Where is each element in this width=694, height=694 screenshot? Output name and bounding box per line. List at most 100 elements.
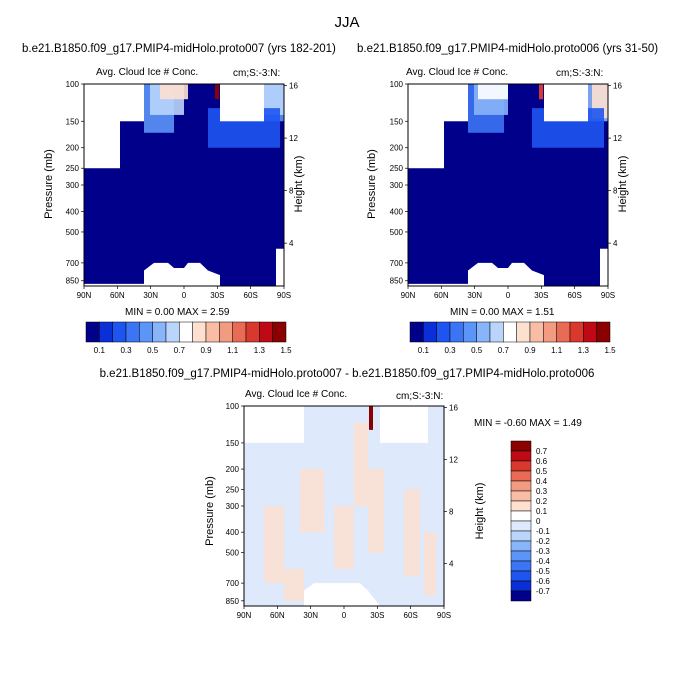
panel1-colorbar-label: 1.5 <box>280 346 292 355</box>
panel3-pos-patch <box>354 422 368 506</box>
panel3-colorbar-box <box>510 550 532 562</box>
panel3-ytick-label: 500 <box>226 548 240 557</box>
panel2-terrain-mask-s <box>600 248 608 286</box>
panel1-y2tick-label: 4 <box>289 239 294 248</box>
panel1-colorbar-label: 0.5 <box>147 346 159 355</box>
panel2-colorbar-label: 1.5 <box>604 346 616 355</box>
page-title: JJA <box>334 14 360 31</box>
panel2-colorbar-box <box>583 321 597 343</box>
panel2-colorbar-box <box>596 321 611 343</box>
panel3-colorbar-box <box>510 510 532 522</box>
panel2-colorbar-box <box>556 321 571 343</box>
panel1-xtick-label: 90S <box>277 291 291 300</box>
panel2-max-spot <box>539 84 543 100</box>
panel1-colorbar-box <box>85 321 100 343</box>
panel1-ytick-label: 700 <box>66 259 80 268</box>
panel2-ytick-label: 150 <box>390 117 404 126</box>
panel3-colorbar-box <box>510 440 532 452</box>
panel1-xtick-label: 30S <box>210 291 224 300</box>
panel2-colorbar-box <box>569 321 584 343</box>
panel3-xtick-label: 30S <box>370 611 384 620</box>
panel2-colorbar-box <box>489 321 504 343</box>
panel3-y2tick-label: 16 <box>449 404 458 413</box>
panel3-colorbar-box <box>510 570 532 582</box>
panel3-colorbar-label: -0.1 <box>536 527 550 536</box>
panel3-colorbar-box <box>510 540 532 552</box>
panel3-colorbar-label: 0.7 <box>536 447 548 456</box>
panel3-ytick-label: 300 <box>226 502 240 511</box>
panel1-colorbar-label: 0.3 <box>120 346 132 355</box>
panel3-max-spot <box>369 406 373 430</box>
panel3-mask <box>244 405 304 443</box>
panel3-plot <box>243 405 445 607</box>
panel1-colorbar-box <box>125 321 140 343</box>
panel1-colorbar-box <box>259 321 273 343</box>
panel3-ytick-label: 100 <box>226 402 240 411</box>
panel1-max-spot <box>215 84 219 100</box>
panel3-xtick-label: 60N <box>270 611 285 620</box>
panel3-colorbar-label: 0.5 <box>536 467 548 476</box>
panel1-terrain-mask <box>84 262 220 286</box>
panel3-colorbar-box <box>510 490 532 502</box>
panel2-colorbar-box <box>463 321 477 343</box>
panel2-colorbar-box <box>529 321 544 343</box>
panel2-terrain-mask <box>408 262 544 286</box>
panel1-right-label: cm;S:-3:N: <box>233 68 281 79</box>
panel3-colorbar-label: 0.6 <box>536 457 548 466</box>
panel3-y2tick-label: 12 <box>449 456 458 465</box>
panel3-colorbar-box <box>510 500 532 512</box>
panel3-pos-patch <box>424 532 436 596</box>
panel2-colorbar-box <box>436 321 451 343</box>
panel3-colorbar-label: 0.2 <box>536 497 548 506</box>
panel3-colorbar-label: -0.2 <box>536 537 550 546</box>
panel1-band <box>160 84 188 100</box>
panel1-colorbar-label: 0.7 <box>174 346 186 355</box>
panel2-colorbar-box <box>476 321 491 343</box>
panel3-xtick-label: 30N <box>303 611 318 620</box>
panel1-y2tick-label: 16 <box>289 82 298 91</box>
panel3-pos-patch <box>334 506 354 570</box>
panel3-colorbar-box <box>510 520 532 532</box>
panel3-pos-patch <box>404 489 420 577</box>
panel3-xtick-label: 90S <box>437 611 451 620</box>
panel1-colorbar-box <box>152 321 167 343</box>
panel1-plot <box>83 83 285 287</box>
panel1-colorbar-label: 0.9 <box>200 346 212 355</box>
panel2-ytick-label: 300 <box>390 181 404 190</box>
panel3-minmax: MIN = -0.60 MAX = 1.49 <box>474 418 582 429</box>
panel1-colorbar-box <box>192 321 207 343</box>
panel3-colorbar-label: -0.6 <box>536 577 550 586</box>
panel2-minmax: MIN = 0.00 MAX = 1.51 <box>450 307 555 318</box>
panel2-ytick-label: 700 <box>390 259 404 268</box>
panel2-xtick-label: 90S <box>601 291 615 300</box>
panel1-y2tick-label: 8 <box>289 187 294 196</box>
panel1-colorbar-box <box>165 321 180 343</box>
panel2-mask <box>408 83 444 169</box>
panel1-ytick-label: 250 <box>66 164 80 173</box>
panel2-y2tick-label: 12 <box>613 134 622 143</box>
panel3-colorbar-box <box>510 470 532 482</box>
panel3-pos-patch <box>368 469 384 553</box>
panel3-pos-patch <box>284 569 304 601</box>
panel2-ytick-label: 200 <box>390 144 404 153</box>
panel3-ytick-label: 200 <box>226 465 240 474</box>
panel1-xtick-label: 90N <box>77 291 92 300</box>
panel2-colorbar-label: 0.3 <box>444 346 456 355</box>
panel3-colorbar-label: -0.7 <box>536 587 550 596</box>
panel3-colorbar-label: -0.4 <box>536 557 550 566</box>
panel1-ytick-label: 300 <box>66 181 80 190</box>
panel3-colorbar-label: 0.1 <box>536 507 548 516</box>
panel1-mask <box>84 83 120 169</box>
panel2-xtick-label: 30N <box>467 291 482 300</box>
panel3-colorbar-box <box>510 530 532 542</box>
panel3-colorbar-box <box>510 590 532 602</box>
panel3-xtick-label: 0 <box>342 611 347 620</box>
panel2-colorbar-box <box>423 321 437 343</box>
panel3-ytick-label: 150 <box>226 439 240 448</box>
panel3-colorbar-box <box>510 460 532 472</box>
panel3-colorbar-box <box>510 560 532 572</box>
panel2-title: b.e21.B1850.f09_g17.PMIP4-midHolo.proto0… <box>357 43 659 55</box>
panel3-y2tick-label: 4 <box>449 560 454 569</box>
panel1-title: b.e21.B1850.f09_g17.PMIP4-midHolo.proto0… <box>22 43 336 55</box>
